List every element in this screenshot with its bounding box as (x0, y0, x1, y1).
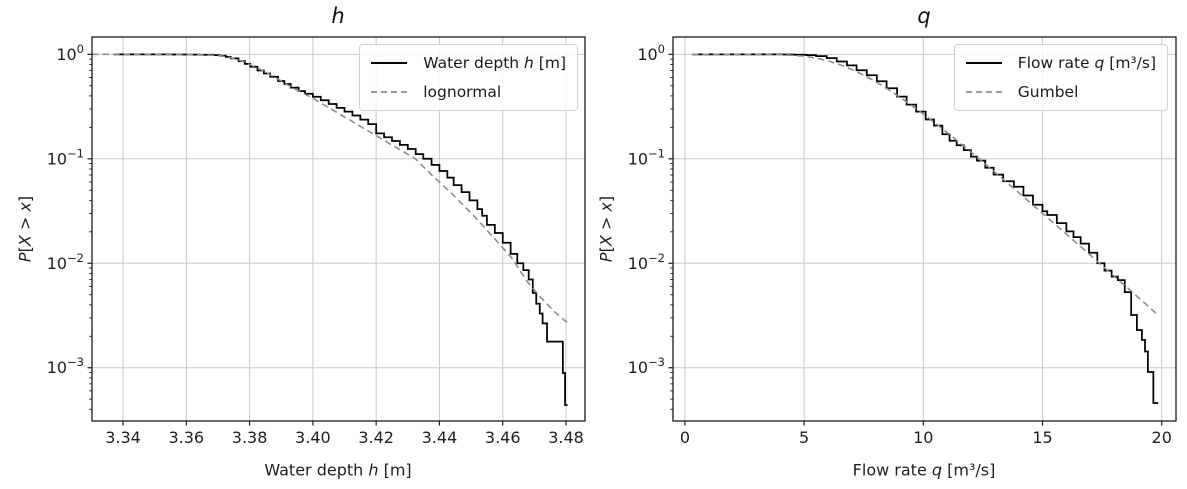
x-axis-label-flow-rate: Flow rate q [m³/s] (853, 461, 996, 480)
y-axis-label-symbol: x (596, 202, 616, 212)
x-tick-label: 0 (680, 428, 690, 447)
y-axis-label-text: [ (15, 246, 35, 253)
legend-label-text: [m³/s] (1104, 54, 1156, 72)
solid-line-sample-icon (371, 62, 408, 65)
axes-spines (672, 36, 1177, 422)
axes-spines (91, 36, 586, 422)
legend-entry: Flow rate q [m³/s] (964, 54, 1156, 73)
legend-label: Water depth h [m] (423, 54, 566, 73)
y-axis-label-text: > (15, 211, 35, 236)
x-tick-label: 3.44 (422, 428, 458, 447)
legend-entry: Water depth h [m] (369, 54, 566, 73)
y-axis-label-right: P[X > x] (597, 196, 616, 262)
y-tick-label: 10−3 (47, 355, 84, 377)
legend-entry: Gumbel (964, 83, 1156, 102)
dashed-line-sample-icon (371, 91, 408, 93)
legend-label-symbol: h (524, 54, 534, 72)
x-tick-label: 3.40 (295, 428, 331, 447)
x-axis-label-water-depth: Water depth h [m] (264, 461, 411, 480)
legend-entry: lognormal (369, 83, 566, 102)
legend-water-depth: Water depth h [m] lognormal (359, 44, 578, 112)
legend-label: Flow rate q [m³/s] (1018, 54, 1156, 73)
x-tick-label: 15 (1032, 428, 1052, 447)
y-axis-label-text: > (596, 211, 616, 236)
solid-line-sample-icon (965, 62, 1002, 65)
x-tick-label: 3.42 (358, 428, 394, 447)
empirical-survival-water-depth-curve (113, 53, 568, 406)
y-axis-label-symbol: X (596, 235, 616, 247)
legend-label-symbol: q (1094, 54, 1105, 72)
x-tick-label: 3.38 (232, 428, 268, 447)
x-axis-label-text: [m] (378, 460, 412, 480)
legend-label: lognormal (423, 83, 501, 102)
x-axis-label-symbol: h (368, 460, 379, 480)
legend-label-text: [m] (533, 54, 566, 72)
x-axis-label-symbol: q (931, 460, 943, 480)
x-axis-label-text: Water depth (264, 460, 369, 480)
y-tick-label: 100 (56, 42, 84, 64)
x-tick-label: 3.46 (485, 428, 521, 447)
panel-title-q: q (917, 4, 931, 28)
y-axis-label-text: ] (596, 195, 616, 203)
x-tick-label: 3.34 (105, 428, 141, 447)
y-axis-label-symbol: P (596, 252, 616, 263)
y-axis-label-symbol: P (15, 252, 35, 263)
x-axis-label-text: [m³/s] (942, 460, 996, 480)
empirical-survival-flow-rate-curve (692, 53, 1159, 404)
legend-flow-rate: Flow rate q [m³/s] Gumbel (953, 44, 1168, 112)
y-axis-label-symbol: X (15, 235, 35, 247)
lognormal-fit-curve (92, 53, 570, 325)
legend-label-text: lognormal (423, 82, 502, 101)
panel-title-h: h (331, 4, 345, 28)
x-tick-label: 3.36 (168, 428, 204, 447)
y-tick-label: 100 (637, 42, 665, 64)
y-tick-label: 10−3 (628, 355, 665, 377)
legend-label-text: Flow rate (1017, 54, 1095, 72)
y-tick-label: 10−2 (47, 251, 84, 273)
y-axis-label-left: P[X > x] (16, 196, 35, 262)
legend-label: Gumbel (1018, 83, 1079, 102)
x-axis-label-text: Flow rate (852, 460, 932, 480)
x-tick-label: 10 (913, 428, 933, 447)
y-axis-label-symbol: x (15, 202, 35, 212)
y-axis-label-text: ] (15, 195, 35, 203)
gumbel-fit-curve (692, 53, 1158, 315)
x-tick-label: 3.48 (548, 428, 584, 447)
y-tick-label: 10−1 (628, 146, 665, 168)
x-tick-label: 5 (799, 428, 809, 447)
legend-label-text: Water depth (423, 54, 525, 72)
x-tick-label: 20 (1152, 428, 1172, 447)
y-axis-label-text: [ (596, 246, 616, 253)
legend-label-text: Gumbel (1017, 82, 1079, 101)
dashed-line-sample-icon (965, 91, 1002, 93)
y-tick-label: 10−1 (47, 146, 84, 168)
y-tick-label: 10−2 (628, 251, 665, 273)
